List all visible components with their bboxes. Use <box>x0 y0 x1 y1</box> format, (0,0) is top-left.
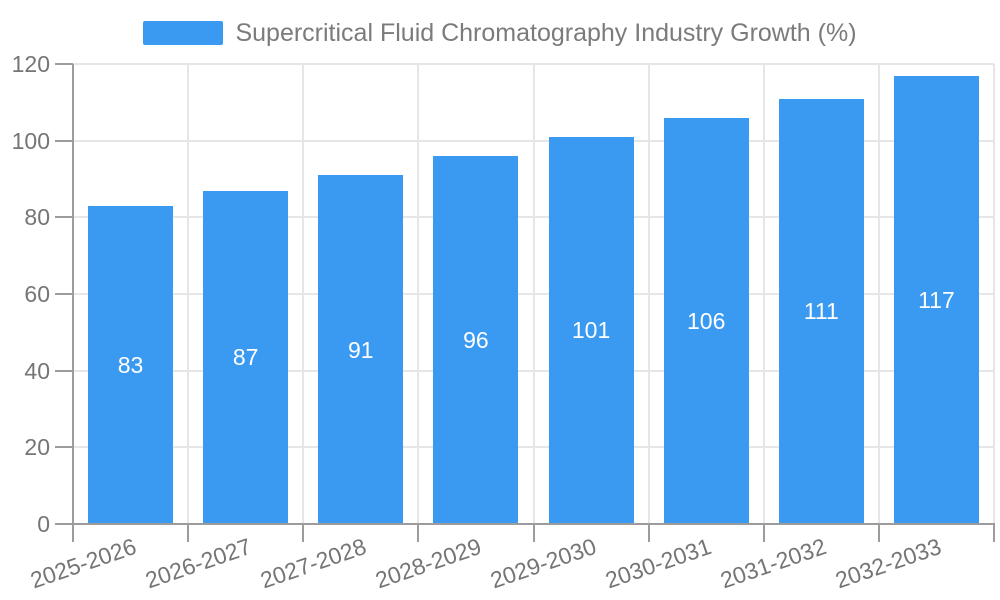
y-axis-tick-label: 0 <box>37 511 50 537</box>
legend-label: Supercritical Fluid Chromatography Indus… <box>235 19 857 47</box>
x-tick <box>762 524 765 542</box>
y-axis-line <box>72 64 74 524</box>
x-gridline <box>877 64 880 524</box>
x-gridline <box>417 64 420 524</box>
x-gridline <box>187 64 190 524</box>
y-tick <box>55 293 73 295</box>
y-tick <box>55 369 73 372</box>
bar[interactable] <box>88 205 174 523</box>
bar[interactable] <box>318 175 404 523</box>
legend[interactable]: Supercritical Fluid Chromatography Indus… <box>0 20 1000 46</box>
x-tick <box>647 524 650 542</box>
bar-value-label: 101 <box>571 317 611 344</box>
bar-value-label: 96 <box>463 327 489 353</box>
y-tick <box>55 523 73 525</box>
y-axis-tick-label: 20 <box>24 434 50 461</box>
bar[interactable] <box>433 156 519 523</box>
bar[interactable] <box>548 136 634 523</box>
x-tick <box>187 524 190 542</box>
y-tick <box>55 216 73 219</box>
x-tick <box>993 524 995 542</box>
x-gridline <box>762 64 765 524</box>
x-tick <box>417 524 420 542</box>
legend-swatch <box>143 21 224 45</box>
bar-value-label: 117 <box>918 286 955 313</box>
x-tick <box>532 524 535 542</box>
bar[interactable] <box>203 190 289 523</box>
bar[interactable] <box>778 98 864 523</box>
x-gridline <box>532 64 535 524</box>
y-axis-tick-label: 120 <box>11 51 50 77</box>
y-axis-tick-label: 80 <box>24 204 50 231</box>
bar-value-label: 83 <box>117 351 144 378</box>
x-tick <box>302 524 305 542</box>
y-axis-tick-label: 60 <box>24 281 50 307</box>
x-tick <box>72 524 74 542</box>
bar-value-label: 111 <box>803 298 839 325</box>
y-axis-tick-label: 40 <box>24 357 50 384</box>
x-gridline <box>302 64 305 524</box>
bar-value-label: 106 <box>687 307 726 334</box>
y-axis-tick-label: 100 <box>11 127 50 154</box>
x-gridline <box>647 64 650 524</box>
bar[interactable] <box>663 117 749 523</box>
x-tick <box>877 524 880 542</box>
x-gridline <box>993 64 995 524</box>
y-tick <box>55 446 73 449</box>
bar[interactable] <box>893 75 979 523</box>
bar-value-label: 91 <box>348 336 374 363</box>
bar-value-label: 87 <box>232 344 259 371</box>
y-tick <box>55 63 73 65</box>
y-tick <box>55 139 73 142</box>
